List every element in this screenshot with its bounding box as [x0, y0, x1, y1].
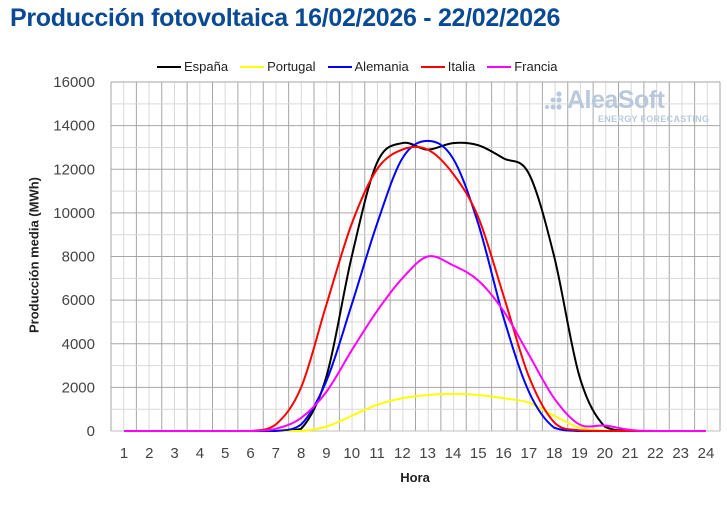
x-tick-label: 15: [470, 445, 487, 462]
x-tick-label: 5: [221, 445, 229, 462]
watermark-tagline: ENERGY FORECASTING: [598, 114, 710, 124]
legend-label: Francia: [514, 59, 558, 74]
legend-label: Italia: [447, 59, 476, 74]
x-tick-label: 2: [145, 445, 153, 462]
x-tick-label: 7: [272, 445, 280, 462]
y-tick-label: 0: [87, 423, 95, 440]
aleasoft-watermark: AleaSoft ENERGY FORECASTING: [545, 86, 709, 124]
legend-label: España: [184, 59, 229, 74]
chart-legend: España Portugal Alemania Italia Francia: [157, 59, 558, 74]
x-tick-label: 23: [672, 445, 689, 462]
watermark-brand: AleaSoft: [567, 86, 665, 114]
y-tick-label: 4000: [62, 336, 95, 353]
x-tick-label: 10: [343, 445, 360, 462]
x-tick-label: 13: [419, 445, 436, 462]
legend-item-italia: Italia: [420, 59, 476, 74]
legend-swatch: [240, 65, 265, 68]
y-tick-label: 12000: [53, 161, 95, 178]
legend-label: Portugal: [267, 59, 316, 74]
x-tick-label: 21: [622, 445, 639, 462]
legend-item-alemania: Alemania: [327, 59, 409, 74]
y-tick-label: 8000: [62, 249, 95, 266]
legend-item-portugal: Portugal: [240, 59, 316, 74]
x-tick-label: 17: [521, 445, 538, 462]
x-tick-label: 20: [596, 445, 613, 462]
x-tick-label: 8: [297, 445, 305, 462]
x-tick-label: 4: [196, 445, 204, 462]
legend-swatch: [157, 65, 181, 68]
series-line-francia: [124, 255, 706, 432]
x-tick-label: 19: [571, 445, 588, 462]
y-tick-label: 10000: [53, 205, 95, 222]
aleasoft-logo-icon: [545, 91, 562, 110]
x-tick-label: 14: [445, 445, 462, 462]
x-axis-label: Hora: [400, 470, 430, 485]
chart-title: Producción fotovoltaica 16/02/2026 - 22/…: [10, 4, 561, 32]
x-tick-label: 11: [369, 445, 385, 462]
x-tick-label: 9: [322, 445, 330, 462]
x-tick-label: 16: [495, 445, 512, 462]
legend-swatch: [487, 65, 512, 68]
y-tick-label: 16000: [53, 74, 95, 91]
x-tick-label: 18: [546, 445, 563, 462]
y-tick-label: 6000: [62, 292, 95, 309]
x-tick-label: 1: [120, 445, 128, 462]
y-tick-label: 2000: [62, 379, 95, 396]
legend-item-francia: Francia: [487, 59, 558, 74]
legend-swatch: [420, 65, 445, 68]
x-tick-label: 6: [246, 445, 254, 462]
x-tick-label: 3: [170, 445, 178, 462]
legend-swatch: [327, 65, 352, 68]
legend-item-españa: España: [157, 59, 228, 74]
y-axis-label: Producción media (MWh): [26, 177, 42, 333]
legend-label: Alemania: [354, 59, 409, 74]
x-tick-label: 22: [647, 445, 664, 462]
y-tick-label: 14000: [53, 118, 95, 135]
x-tick-label: 12: [394, 445, 411, 462]
x-tick-label: 24: [698, 445, 715, 462]
